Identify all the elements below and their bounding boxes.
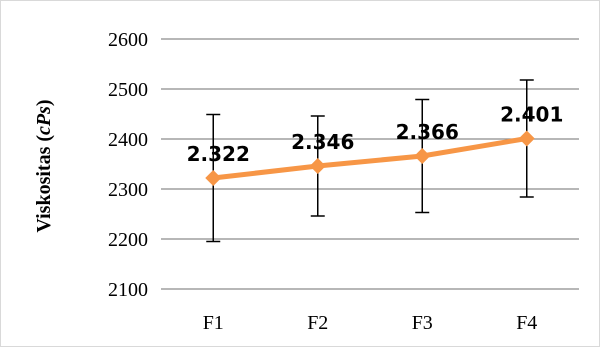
y-tick-labels: 2100 2200 2300 2400 2500 2600 — [108, 29, 148, 301]
data-point-F4 — [518, 130, 535, 147]
data-label-F1: 2.322 — [187, 142, 250, 166]
y-axis-title: Viskositas (cPs) — [33, 99, 55, 232]
data-point-F2 — [309, 158, 326, 174]
data-point-F3 — [414, 148, 431, 164]
y-tick-label-2300: 2300 — [108, 179, 148, 201]
y-tick-label-2600: 2600 — [108, 29, 148, 51]
x-tick-label-F2: F2 — [307, 312, 328, 334]
y-tick-label-2200: 2200 — [108, 229, 148, 251]
y-tick-label-2500: 2500 — [108, 79, 148, 101]
series-line — [212, 136, 528, 181]
x-tick-label-F1: F1 — [203, 312, 224, 334]
data-labels: 2.322 2.346 2.366 2.401 — [187, 103, 564, 167]
series-line-0 — [212, 136, 528, 181]
x-tick-label-F3: F3 — [412, 312, 433, 334]
data-label-F3: 2.366 — [396, 120, 459, 144]
y-tick-label-2100: 2100 — [108, 279, 148, 301]
y-tick-label-2400: 2400 — [108, 129, 148, 151]
data-label-F4: 2.401 — [500, 103, 563, 127]
gridlines — [161, 38, 579, 290]
data-label-F2: 2.346 — [291, 130, 354, 154]
data-points — [205, 130, 535, 186]
x-tick-label-F4: F4 — [516, 312, 537, 334]
x-tick-labels: F1 F2 F3 F4 — [203, 312, 538, 334]
data-point-F1 — [205, 170, 222, 186]
